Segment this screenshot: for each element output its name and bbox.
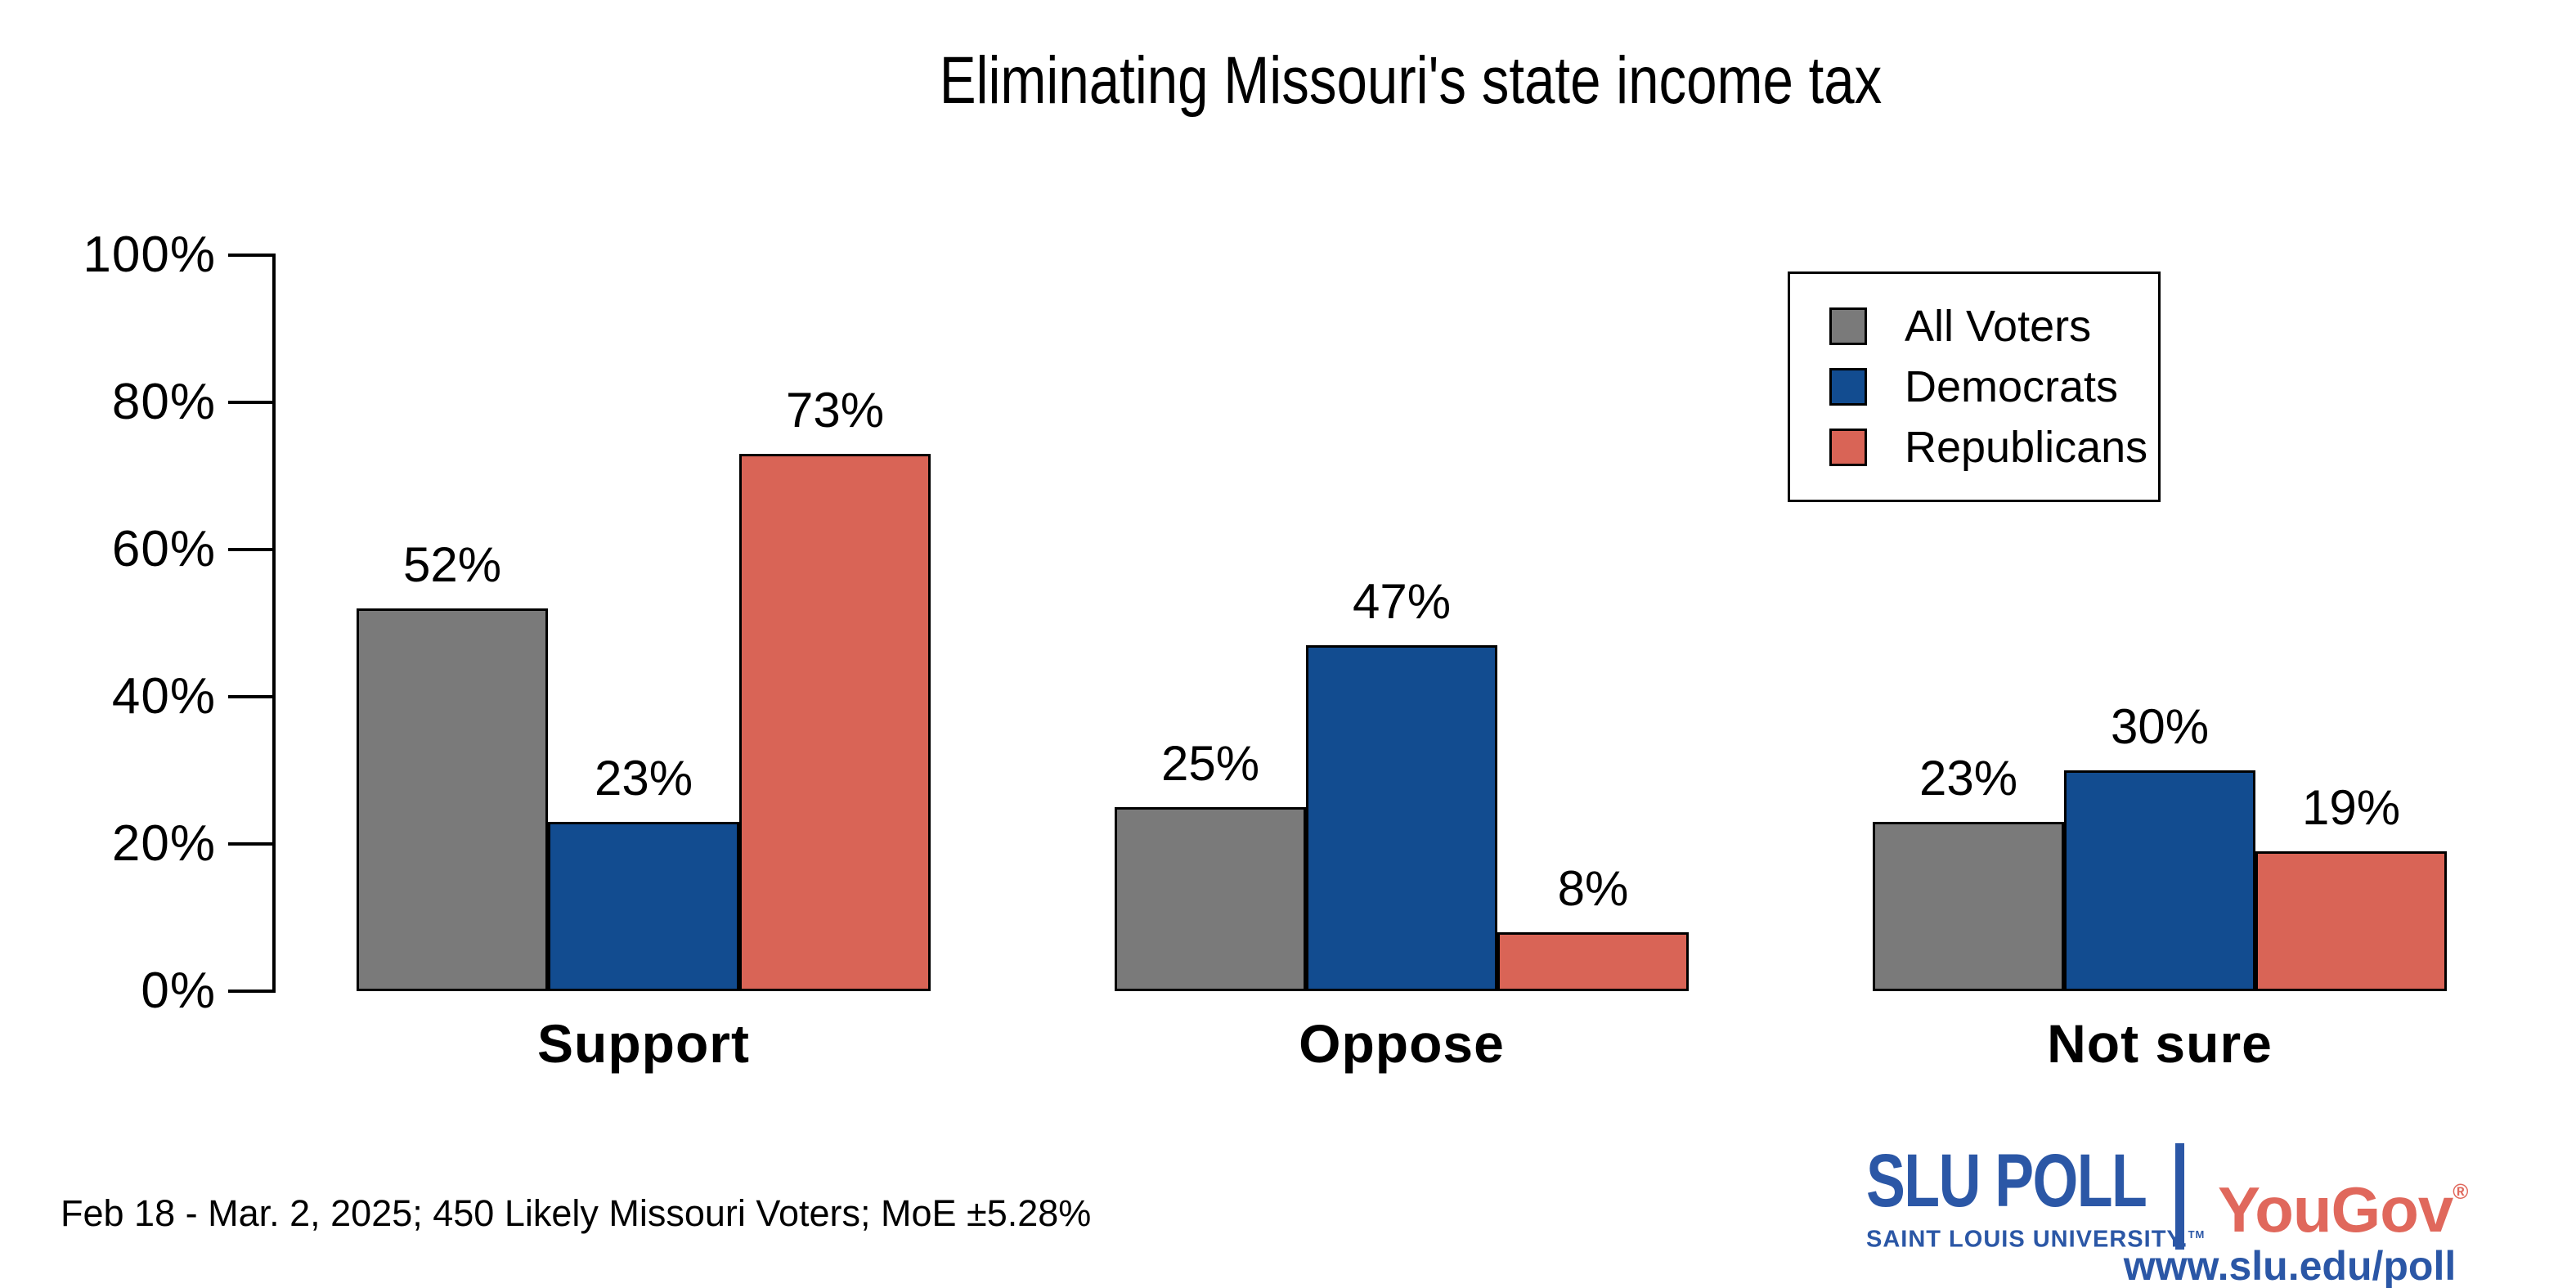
bar-all-voters	[1873, 822, 2064, 991]
legend-swatch-all-voters	[1829, 307, 1867, 345]
bar-value-label: 8%	[1557, 861, 1629, 916]
y-axis-line	[272, 254, 276, 993]
y-tick-label: 40%	[111, 668, 216, 725]
trademark-symbol: TM	[2188, 1228, 2206, 1241]
y-tick-label: 100%	[83, 227, 216, 283]
legend-label: Democrats	[1905, 362, 2119, 411]
poll-url: www.slu.edu/poll	[2123, 1243, 2457, 1288]
legend-row: All Voters	[1829, 302, 2092, 351]
y-tick-label: 60%	[111, 521, 216, 577]
legend-swatch-republicans	[1829, 429, 1867, 466]
bar-all-voters	[357, 608, 548, 991]
legend-label: Republicans	[1905, 423, 2148, 472]
bar-value-label: 25%	[1160, 736, 1260, 791]
y-tick-mark	[228, 990, 272, 993]
legend-label: All Voters	[1905, 302, 2092, 351]
logo-divider	[2175, 1143, 2184, 1250]
y-tick-label: 0%	[141, 963, 216, 1019]
y-tick-mark	[228, 842, 272, 846]
bar-value-label: 23%	[1919, 751, 2018, 806]
bar-republicans	[2255, 851, 2447, 991]
yougov-logo: YouGov®	[2218, 1158, 2468, 1245]
category-label-not-sure: Not sure	[2047, 1013, 2273, 1074]
slu-university-text: SAINT LOUIS UNIVERSITY.	[1866, 1226, 2188, 1253]
bar-republicans	[739, 454, 931, 991]
bar-value-label: 19%	[2301, 780, 2401, 835]
bar-value-label: 30%	[2110, 699, 2210, 754]
bar-democrats	[2064, 770, 2255, 991]
registered-symbol: ®	[2453, 1179, 2468, 1204]
bar-democrats	[1306, 645, 1497, 991]
y-tick-mark	[228, 401, 272, 404]
bar-value-label: 73%	[785, 383, 885, 438]
bar-democrats	[548, 822, 739, 991]
legend-row: Democrats	[1829, 362, 2119, 411]
legend-swatch-democrats	[1829, 368, 1867, 406]
legend-row: Republicans	[1829, 423, 2148, 472]
slu-poll-logo: SLU POLL	[1866, 1139, 2147, 1223]
bar-value-label: 52%	[402, 537, 502, 592]
y-tick-mark	[228, 548, 272, 551]
category-label-support: Support	[537, 1013, 750, 1074]
category-label-oppose: Oppose	[1299, 1013, 1505, 1074]
y-tick-mark	[228, 695, 272, 698]
y-tick-label: 20%	[111, 815, 216, 872]
legend: All Voters Democrats Republicans	[1788, 272, 2161, 502]
y-tick-mark	[228, 254, 272, 257]
y-tick-label: 80%	[111, 374, 216, 430]
slu-university-wordmark: SAINT LOUIS UNIVERSITY.TM	[1866, 1222, 2205, 1253]
footnote: Feb 18 - Mar. 2, 2025; 450 Likely Missou…	[61, 1192, 1092, 1234]
bar-value-label: 47%	[1352, 574, 1452, 629]
bar-value-label: 23%	[594, 751, 693, 806]
bar-all-voters	[1115, 807, 1306, 991]
chart-title: Eliminating Missouri's state income tax	[939, 43, 1883, 118]
yougov-text: YouGov	[2218, 1174, 2453, 1245]
bar-republicans	[1497, 932, 1689, 991]
